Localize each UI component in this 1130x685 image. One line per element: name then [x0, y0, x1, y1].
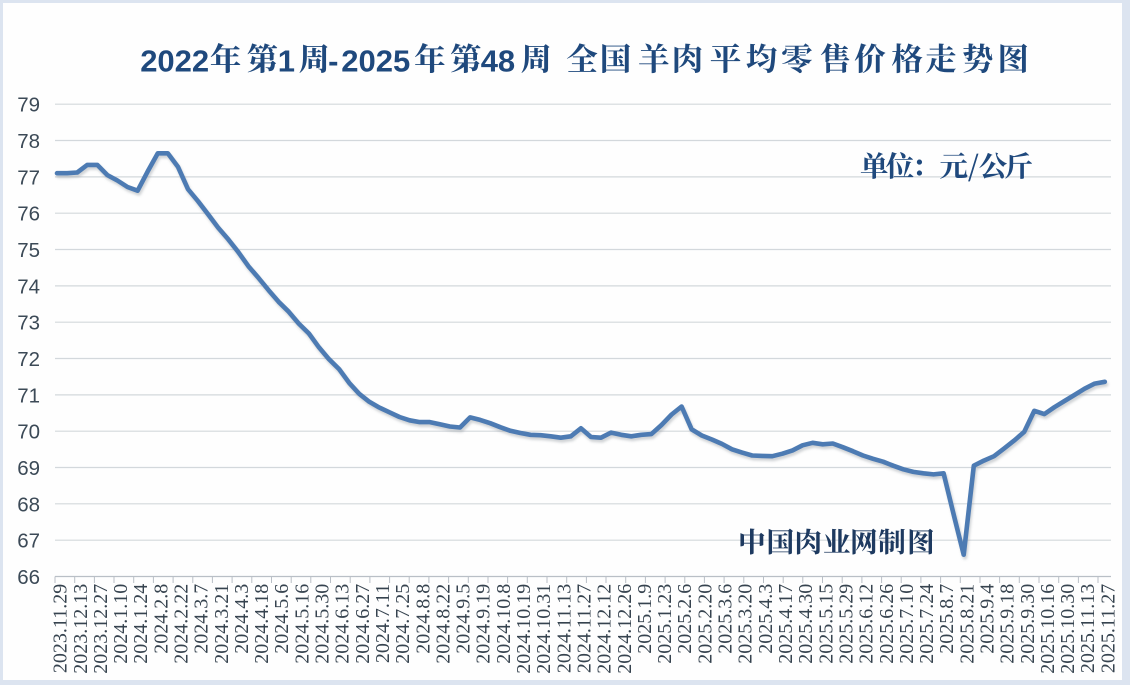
svg-text:78: 78 — [17, 130, 40, 153]
svg-text:2024.3.7: 2024.3.7 — [191, 584, 213, 654]
svg-text:2024.9.5: 2024.9.5 — [453, 584, 475, 654]
svg-text:2024.7.25: 2024.7.25 — [392, 584, 414, 664]
svg-text:2025.1.23: 2025.1.23 — [654, 584, 676, 664]
svg-text:2025.8.21: 2025.8.21 — [956, 584, 978, 664]
svg-text:2025.6.26: 2025.6.26 — [876, 584, 898, 664]
svg-text:1: 1 — [278, 43, 295, 78]
svg-text:2025.11.13: 2025.11.13 — [1077, 584, 1099, 673]
svg-text:2025.3.6: 2025.3.6 — [715, 584, 737, 654]
svg-text:2025.4.30: 2025.4.30 — [795, 584, 817, 664]
svg-text:71: 71 — [17, 384, 40, 407]
svg-text:2024.7.11: 2024.7.11 — [372, 584, 394, 663]
svg-text:48: 48 — [481, 43, 515, 78]
svg-text:2024.11.13: 2024.11.13 — [553, 584, 575, 673]
svg-text:72: 72 — [17, 348, 40, 371]
svg-text:75: 75 — [17, 239, 40, 262]
svg-text:2025.4.3: 2025.4.3 — [755, 584, 777, 654]
svg-text:2024.8.22: 2024.8.22 — [432, 584, 454, 664]
svg-text:2024.5.30: 2024.5.30 — [312, 584, 334, 664]
svg-text:2024.9.19: 2024.9.19 — [473, 584, 495, 664]
svg-text:2024.2.8: 2024.2.8 — [150, 584, 172, 654]
svg-text:2022: 2022 — [140, 43, 209, 78]
svg-text:2024.4.3: 2024.4.3 — [231, 584, 253, 654]
svg-text:69: 69 — [17, 457, 40, 480]
svg-text:2024.12.12: 2024.12.12 — [594, 584, 616, 674]
svg-text:2024.8.8: 2024.8.8 — [412, 584, 434, 654]
svg-text:2024.6.13: 2024.6.13 — [332, 584, 354, 664]
svg-text:2025: 2025 — [341, 43, 410, 78]
svg-text:2025.9.4: 2025.9.4 — [977, 584, 999, 654]
svg-text:66: 66 — [17, 566, 40, 589]
svg-text:79: 79 — [17, 94, 40, 117]
svg-text:2024.10.8: 2024.10.8 — [493, 584, 515, 664]
svg-text:2024.10.31: 2024.10.31 — [533, 584, 555, 674]
svg-text:2025.10.30: 2025.10.30 — [1057, 584, 1079, 674]
svg-text:73: 73 — [17, 312, 40, 335]
svg-text:2025.9.30: 2025.9.30 — [1017, 584, 1039, 664]
svg-text:2025.5.15: 2025.5.15 — [815, 584, 837, 664]
svg-text:2025.1.9: 2025.1.9 — [634, 584, 656, 654]
svg-text:2025.9.18: 2025.9.18 — [997, 584, 1019, 664]
svg-text:2025.8.7: 2025.8.7 — [936, 584, 958, 654]
svg-text:2024.5.6: 2024.5.6 — [271, 584, 293, 654]
svg-text:2024.10.19: 2024.10.19 — [513, 584, 535, 674]
svg-text:2024.5.16: 2024.5.16 — [291, 584, 313, 664]
svg-text:2025.11.27: 2025.11.27 — [1097, 584, 1119, 673]
svg-text:-: - — [328, 43, 338, 78]
svg-text:2023.12.13: 2023.12.13 — [70, 584, 92, 674]
svg-text:2024.1.10: 2024.1.10 — [110, 584, 132, 664]
svg-text:70: 70 — [17, 421, 40, 444]
svg-text:2024.11.27: 2024.11.27 — [574, 584, 596, 673]
svg-text:2024.3.21: 2024.3.21 — [211, 584, 233, 664]
svg-text:2025.10.16: 2025.10.16 — [1037, 584, 1059, 674]
svg-text:77: 77 — [17, 166, 40, 189]
svg-text:74: 74 — [17, 275, 40, 298]
svg-text:2025.2.6: 2025.2.6 — [674, 584, 696, 654]
svg-text:2025.7.10: 2025.7.10 — [896, 584, 918, 664]
svg-text:2024.12.26: 2024.12.26 — [614, 584, 636, 674]
svg-text:2025.5.29: 2025.5.29 — [835, 584, 857, 664]
svg-text:2024.2.22: 2024.2.22 — [171, 584, 193, 664]
svg-text:2023.11.29: 2023.11.29 — [50, 584, 72, 673]
svg-text:76: 76 — [17, 203, 40, 226]
svg-text:2025.4.17: 2025.4.17 — [775, 584, 797, 664]
svg-text:67: 67 — [17, 530, 40, 553]
svg-text:2024.6.27: 2024.6.27 — [352, 584, 374, 664]
svg-text:2024.4.18: 2024.4.18 — [251, 584, 273, 664]
svg-text:2025.3.20: 2025.3.20 — [735, 584, 757, 664]
svg-text:2025.2.20: 2025.2.20 — [694, 584, 716, 664]
svg-text:2025.7.24: 2025.7.24 — [916, 584, 938, 664]
svg-text:2024.1.24: 2024.1.24 — [130, 584, 152, 664]
svg-text:2023.12.27: 2023.12.27 — [90, 584, 112, 674]
svg-text:2025.6.12: 2025.6.12 — [856, 584, 878, 664]
svg-text:68: 68 — [17, 493, 40, 516]
